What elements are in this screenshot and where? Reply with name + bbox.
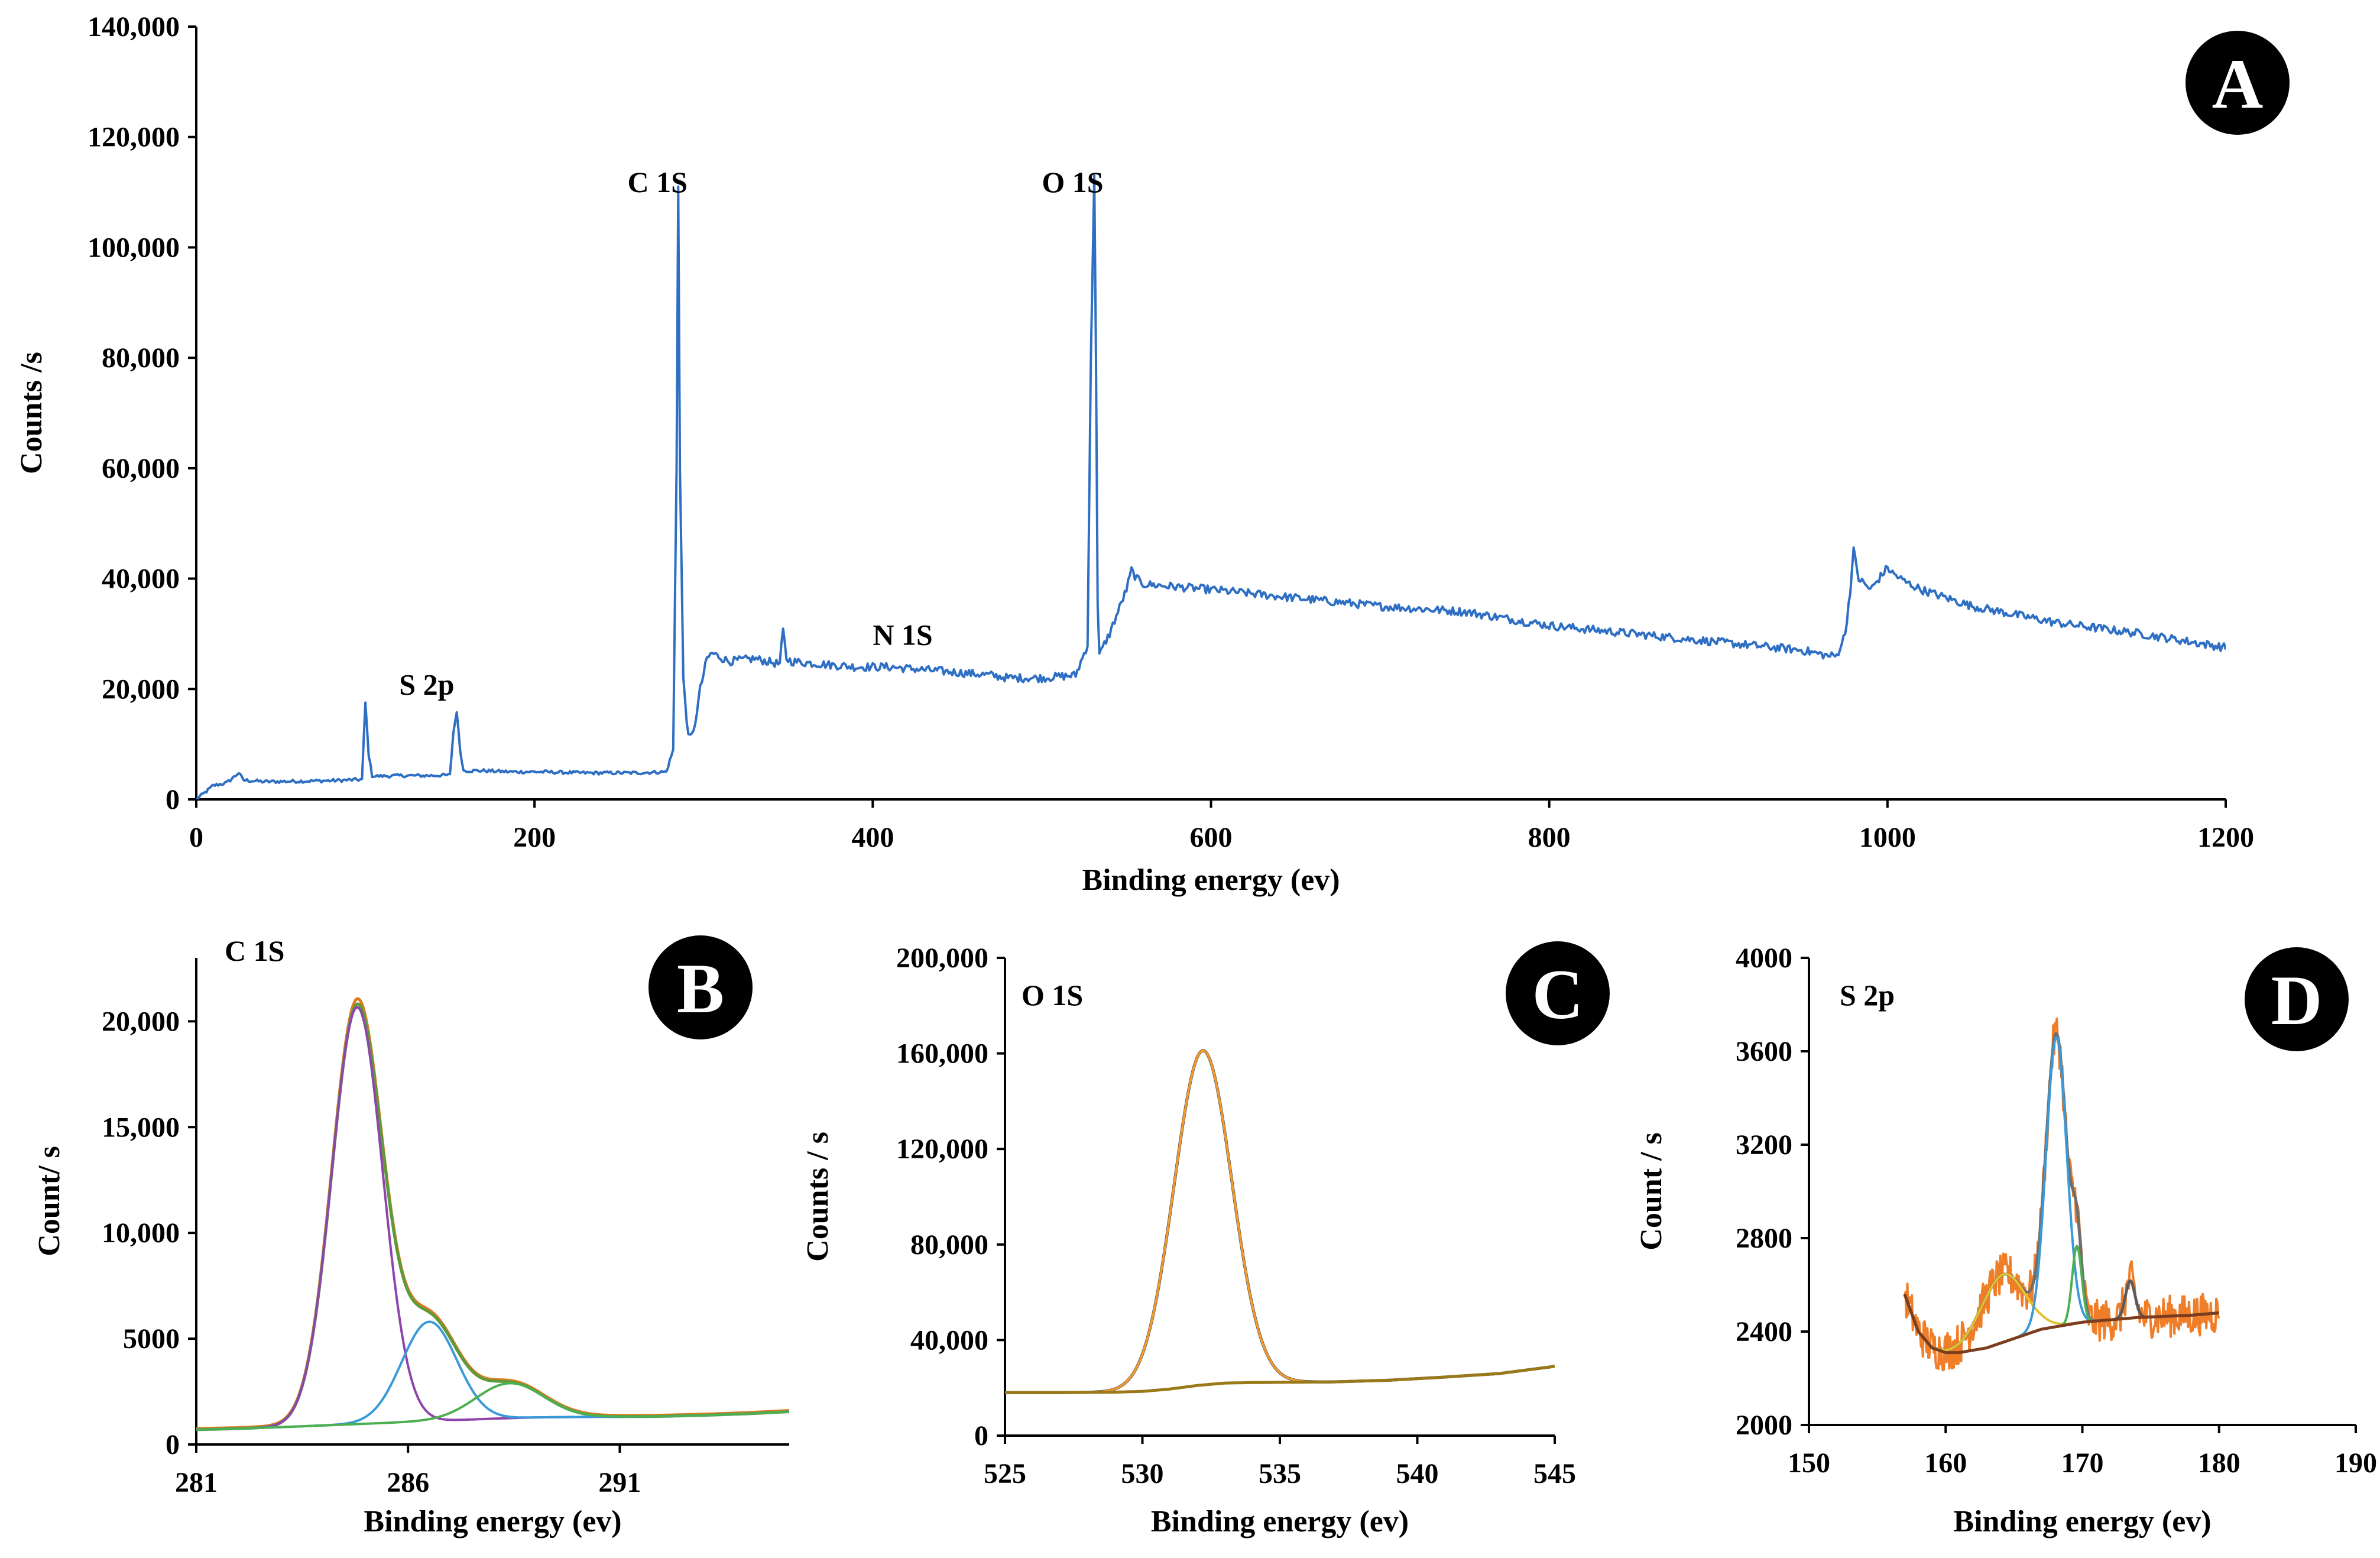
y-tick-label: 4000 xyxy=(1736,942,1792,974)
x-tick-label: 190 xyxy=(2334,1447,2377,1479)
x-axis-label: Binding energy (ev) xyxy=(364,1505,621,1538)
x-tick-label: 800 xyxy=(1528,822,1571,853)
x-tick-label: 0 xyxy=(189,822,203,853)
panel-badge: C xyxy=(1506,941,1610,1045)
series-o-c-o xyxy=(196,1382,789,1431)
y-tick-label: 0 xyxy=(166,1429,180,1460)
x-tick-label: 150 xyxy=(1788,1447,1830,1479)
y-tick-label: 160,000 xyxy=(896,1038,988,1070)
panel-badge: D xyxy=(2245,947,2349,1051)
peak-annotation: S 2p xyxy=(399,668,454,701)
y-tick-label: 40,000 xyxy=(910,1324,988,1356)
y-tick-label: 5000 xyxy=(123,1323,180,1355)
panel-badge-letter: B xyxy=(677,949,724,1028)
peak-annotation: O 1S xyxy=(1042,166,1103,199)
y-tick-label: 140,000 xyxy=(87,11,180,43)
panel-title: C 1S xyxy=(225,934,284,967)
y-tick-label: 120,000 xyxy=(896,1133,988,1165)
x-tick-label: 286 xyxy=(387,1467,429,1498)
x-tick-label: 291 xyxy=(598,1467,641,1498)
y-tick-label: 60,000 xyxy=(102,453,180,484)
y-axis-label: Counts /s xyxy=(15,352,48,474)
panel-badge-circle xyxy=(2186,31,2290,135)
x-tick-label: 525 xyxy=(984,1458,1026,1489)
panel-badge-circle xyxy=(1506,941,1610,1045)
y-axis-label: Counts / s xyxy=(801,1132,835,1262)
y-tick-label: 0 xyxy=(974,1420,988,1452)
x-axis-label: Binding energy (ev) xyxy=(1151,1505,1409,1538)
x-tick-label: 540 xyxy=(1396,1458,1439,1489)
panel-badge: B xyxy=(648,935,753,1039)
y-tick-label: 20,000 xyxy=(102,1006,180,1037)
x-tick-label: 530 xyxy=(1121,1458,1164,1489)
panel-badge-circle xyxy=(2245,947,2349,1051)
x-tick-label: 1200 xyxy=(2197,822,2254,853)
series-background xyxy=(1005,1365,1555,1394)
x-axis-label: Binding energy (ev) xyxy=(1953,1505,2211,1538)
series-o-1s-peak xyxy=(1005,1049,1555,1394)
y-tick-label: 0 xyxy=(166,784,180,815)
panel-badge-circle xyxy=(648,935,753,1039)
y-tick-label: 2800 xyxy=(1736,1223,1792,1254)
peak-annotation: C 1S xyxy=(628,166,688,199)
survey-series-line xyxy=(196,174,2226,799)
panel-badge-letter: C xyxy=(1532,955,1584,1034)
series-c-c xyxy=(196,1006,789,1431)
x-tick-label: 600 xyxy=(1190,822,1233,853)
x-tick-label: 160 xyxy=(1924,1447,1967,1479)
panel-D: 2000 2400 2800 3200 3600 4000 150 160 170 180 190 B… xyxy=(1635,942,2377,1538)
x-tick-label: 170 xyxy=(2061,1447,2104,1479)
panel-A: 0 20,000 40,000 60,000 80,000 100,000 120,000 1… xyxy=(15,11,2290,897)
x-tick-label: 180 xyxy=(2198,1447,2240,1479)
panel-C: 0 40,000 80,000 120,000 160,000 200,000 525 530… xyxy=(801,941,1610,1538)
x-tick-label: 200 xyxy=(513,822,556,853)
y-axis-label: Count/ s xyxy=(33,1146,66,1256)
y-tick-label: 120,000 xyxy=(87,122,180,153)
panel-B: 0 5000 10,000 15,000 20,000 281 286 291 Binding … xyxy=(33,934,789,1538)
y-tick-label: 10,000 xyxy=(102,1217,180,1249)
y-tick-label: 20,000 xyxy=(102,673,180,705)
panel-badge-letter: A xyxy=(2212,44,2264,123)
x-tick-label: 535 xyxy=(1259,1458,1301,1489)
panel-badge: A xyxy=(2186,31,2290,135)
peak-annotation: N 1S xyxy=(873,618,932,652)
panel-badge-letter: D xyxy=(2271,961,2323,1039)
x-tick-label: 545 xyxy=(1533,1458,1576,1489)
y-tick-label: 200,000 xyxy=(896,942,988,974)
y-tick-label: 3600 xyxy=(1736,1036,1792,1067)
y-tick-label: 2400 xyxy=(1736,1316,1792,1348)
series-envelope xyxy=(196,997,789,1430)
y-tick-label: 100,000 xyxy=(87,232,180,263)
series-background xyxy=(1903,1293,2220,1355)
x-tick-label: 1000 xyxy=(1859,822,1916,853)
series-envelope xyxy=(1005,1049,1555,1394)
y-axis-label: Count / s xyxy=(1635,1132,1668,1250)
panel-title: O 1S xyxy=(1022,979,1083,1012)
x-tick-label: 400 xyxy=(851,822,894,853)
y-tick-label: 2000 xyxy=(1736,1410,1792,1441)
x-tick-label: 281 xyxy=(175,1467,218,1498)
y-tick-label: 15,000 xyxy=(102,1112,180,1143)
y-tick-label: 80,000 xyxy=(102,342,180,374)
x-axis-label: Binding energy (ev) xyxy=(1082,863,1340,897)
series-fit xyxy=(196,1002,789,1431)
y-tick-label: 40,000 xyxy=(102,563,180,595)
y-tick-label: 3200 xyxy=(1736,1129,1792,1161)
y-tick-label: 80,000 xyxy=(910,1229,988,1261)
panel-title: S 2p xyxy=(1840,979,1895,1012)
